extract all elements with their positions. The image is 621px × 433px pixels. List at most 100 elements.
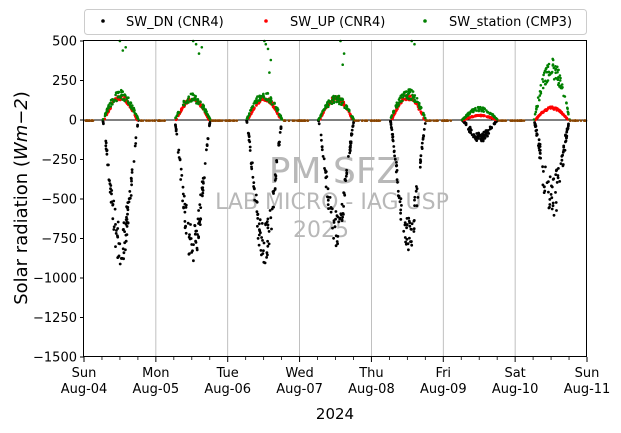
x-tick-label-date-1: Aug-05	[133, 382, 180, 397]
sw-dn-point	[116, 234, 119, 238]
sw-dn-point	[126, 208, 130, 212]
sw-dn-point	[534, 129, 538, 133]
sw-dn-point	[267, 230, 271, 233]
sw-station-outlier-point	[200, 46, 204, 49]
sw-dn-point	[410, 243, 414, 247]
sw-station-point	[552, 78, 556, 81]
sw-dn-point	[108, 179, 111, 183]
sw-dn-point	[260, 236, 263, 239]
sw-station-point	[116, 96, 120, 99]
sw-station-point	[422, 113, 425, 116]
sw-station-outlier-point	[413, 42, 416, 46]
sw-station-point	[176, 111, 180, 114]
sw-station-point	[262, 92, 265, 96]
sw-dn-point	[273, 187, 277, 190]
sw-dn-point	[265, 256, 268, 259]
night-baseline-point	[139, 119, 143, 122]
sw-dn-point	[254, 193, 258, 197]
sw-dn-point	[535, 134, 538, 137]
sw-dn-point	[321, 155, 325, 158]
sw-station-point	[128, 102, 131, 105]
sw-station-point	[538, 94, 542, 97]
sw-station-point	[545, 70, 549, 74]
sw-station-point	[543, 71, 546, 74]
sw-dn-point	[123, 230, 126, 234]
sw-station-point	[109, 98, 113, 102]
sw-station-outlier-point	[551, 58, 555, 62]
sw-dn-point	[336, 242, 339, 246]
night-baseline-point	[216, 119, 220, 122]
sw-dn-point	[549, 193, 553, 196]
night-baseline-point	[90, 119, 93, 122]
night-baseline-point	[218, 119, 222, 122]
sw-station-point	[491, 114, 494, 117]
sw-station-point	[395, 101, 399, 104]
sw-dn-point	[539, 156, 542, 160]
sw-station-outlier-point	[121, 49, 125, 52]
sw-dn-point	[260, 253, 263, 257]
x-tick-label-day-5: Fri	[436, 366, 452, 381]
sw-dn-point	[395, 161, 398, 164]
sw-dn-point	[416, 196, 420, 199]
sw-dn-point	[256, 212, 260, 216]
sw-dn-point	[202, 176, 206, 180]
sw-station-point	[266, 92, 270, 95]
sw-dn-point	[567, 122, 570, 126]
sw-station-point	[335, 97, 338, 101]
night-baseline-point	[442, 119, 446, 122]
sw-dn-point	[403, 236, 407, 239]
sw-station-point	[270, 103, 274, 106]
night-baseline-point	[449, 119, 453, 122]
sw-station-point	[567, 112, 570, 116]
sw-station-outlier-point	[554, 65, 557, 68]
sw-dn-point	[255, 200, 259, 204]
night-baseline-point	[211, 119, 215, 122]
sw-station-point	[186, 99, 189, 102]
sw-dn-point	[247, 138, 251, 142]
sw-dn-point	[189, 223, 192, 226]
sw-dn-point	[115, 229, 118, 232]
sw-dn-point	[409, 227, 413, 231]
sw-dn-point	[258, 229, 262, 233]
sw-dn-point	[193, 224, 197, 228]
sw-dn-point	[352, 121, 355, 125]
sw-station-point	[135, 114, 138, 117]
sw-dn-point	[408, 236, 411, 240]
sw-dn-point	[266, 217, 270, 221]
sw-station-point	[547, 62, 551, 66]
sw-station-point	[199, 100, 202, 104]
sw-dn-point	[197, 222, 200, 225]
sw-station-point	[415, 100, 419, 103]
sw-dn-point	[423, 122, 427, 125]
sw-dn-point	[251, 161, 254, 165]
sw-station-point	[126, 96, 130, 100]
sw-up-point	[470, 115, 474, 118]
sw-station-point	[334, 95, 337, 98]
sw-dn-point	[348, 145, 352, 149]
sw-dn-point	[181, 199, 185, 203]
sw-dn-point	[182, 194, 186, 198]
sw-station-point	[187, 95, 190, 98]
sw-dn-point	[551, 201, 555, 205]
sw-up-point	[481, 114, 484, 117]
sw-dn-point	[124, 222, 128, 226]
sw-station-point	[554, 71, 557, 75]
sw-dn-point	[410, 222, 414, 226]
night-baseline-point	[287, 119, 291, 122]
sw-dn-point	[545, 181, 549, 185]
sw-dn-point	[399, 208, 403, 212]
sw-station-point	[279, 114, 282, 117]
sw-dn-point	[564, 139, 568, 143]
sw-dn-point	[274, 174, 278, 178]
sw-station-point	[350, 114, 353, 118]
sw-dn-point	[259, 249, 263, 252]
sw-station-point	[175, 114, 179, 118]
sw-dn-point	[261, 239, 264, 242]
x-axis-label: 2024	[316, 405, 354, 423]
sw-dn-point	[543, 185, 546, 189]
sw-dn-point	[337, 220, 341, 224]
sw-dn-point	[179, 178, 183, 181]
sw-station-point	[534, 110, 538, 114]
sw-station-outlier-point	[268, 71, 271, 74]
sw-dn-point	[122, 257, 125, 261]
